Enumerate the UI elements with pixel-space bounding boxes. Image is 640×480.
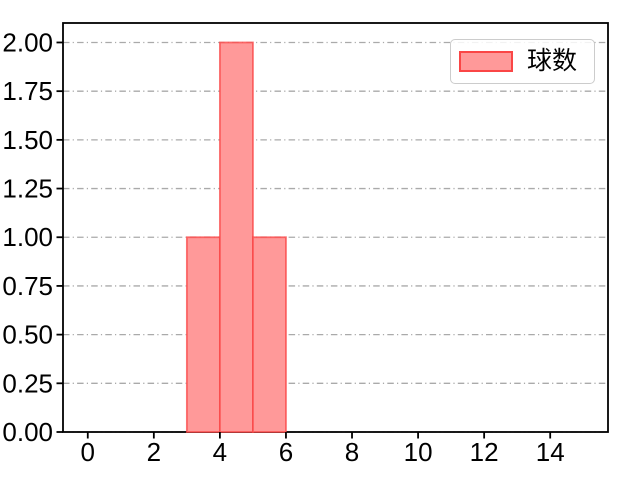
y-tick-label: 0.50 <box>2 320 53 350</box>
y-tick-label: 1.50 <box>2 125 53 155</box>
x-tick-label: 12 <box>470 437 499 467</box>
plot-border <box>62 22 609 433</box>
x-tick-label: 10 <box>404 437 433 467</box>
x-tick-label: 2 <box>147 437 161 467</box>
y-tick-label: 1.75 <box>2 76 53 106</box>
y-tick-label: 1.00 <box>2 222 53 252</box>
x-tick-label: 14 <box>536 437 565 467</box>
y-tick-label: 1.25 <box>2 174 53 204</box>
legend: 球数 <box>450 39 595 84</box>
legend-label: 球数 <box>527 47 578 75</box>
histogram-bar <box>185 236 221 433</box>
x-tick-label: 8 <box>345 437 359 467</box>
x-tick-label: 6 <box>279 437 293 467</box>
y-tick-label: 0.00 <box>2 417 53 447</box>
y-tick-label: 0.75 <box>2 271 53 301</box>
y-tick-label: 2.00 <box>2 27 53 57</box>
legend-swatch-icon <box>459 51 513 72</box>
histogram-bar <box>252 236 287 433</box>
histogram-bar <box>218 41 254 433</box>
x-tick-label: 0 <box>81 437 95 467</box>
y-tick-label: 0.25 <box>2 368 53 398</box>
x-tick-label: 4 <box>213 437 227 467</box>
